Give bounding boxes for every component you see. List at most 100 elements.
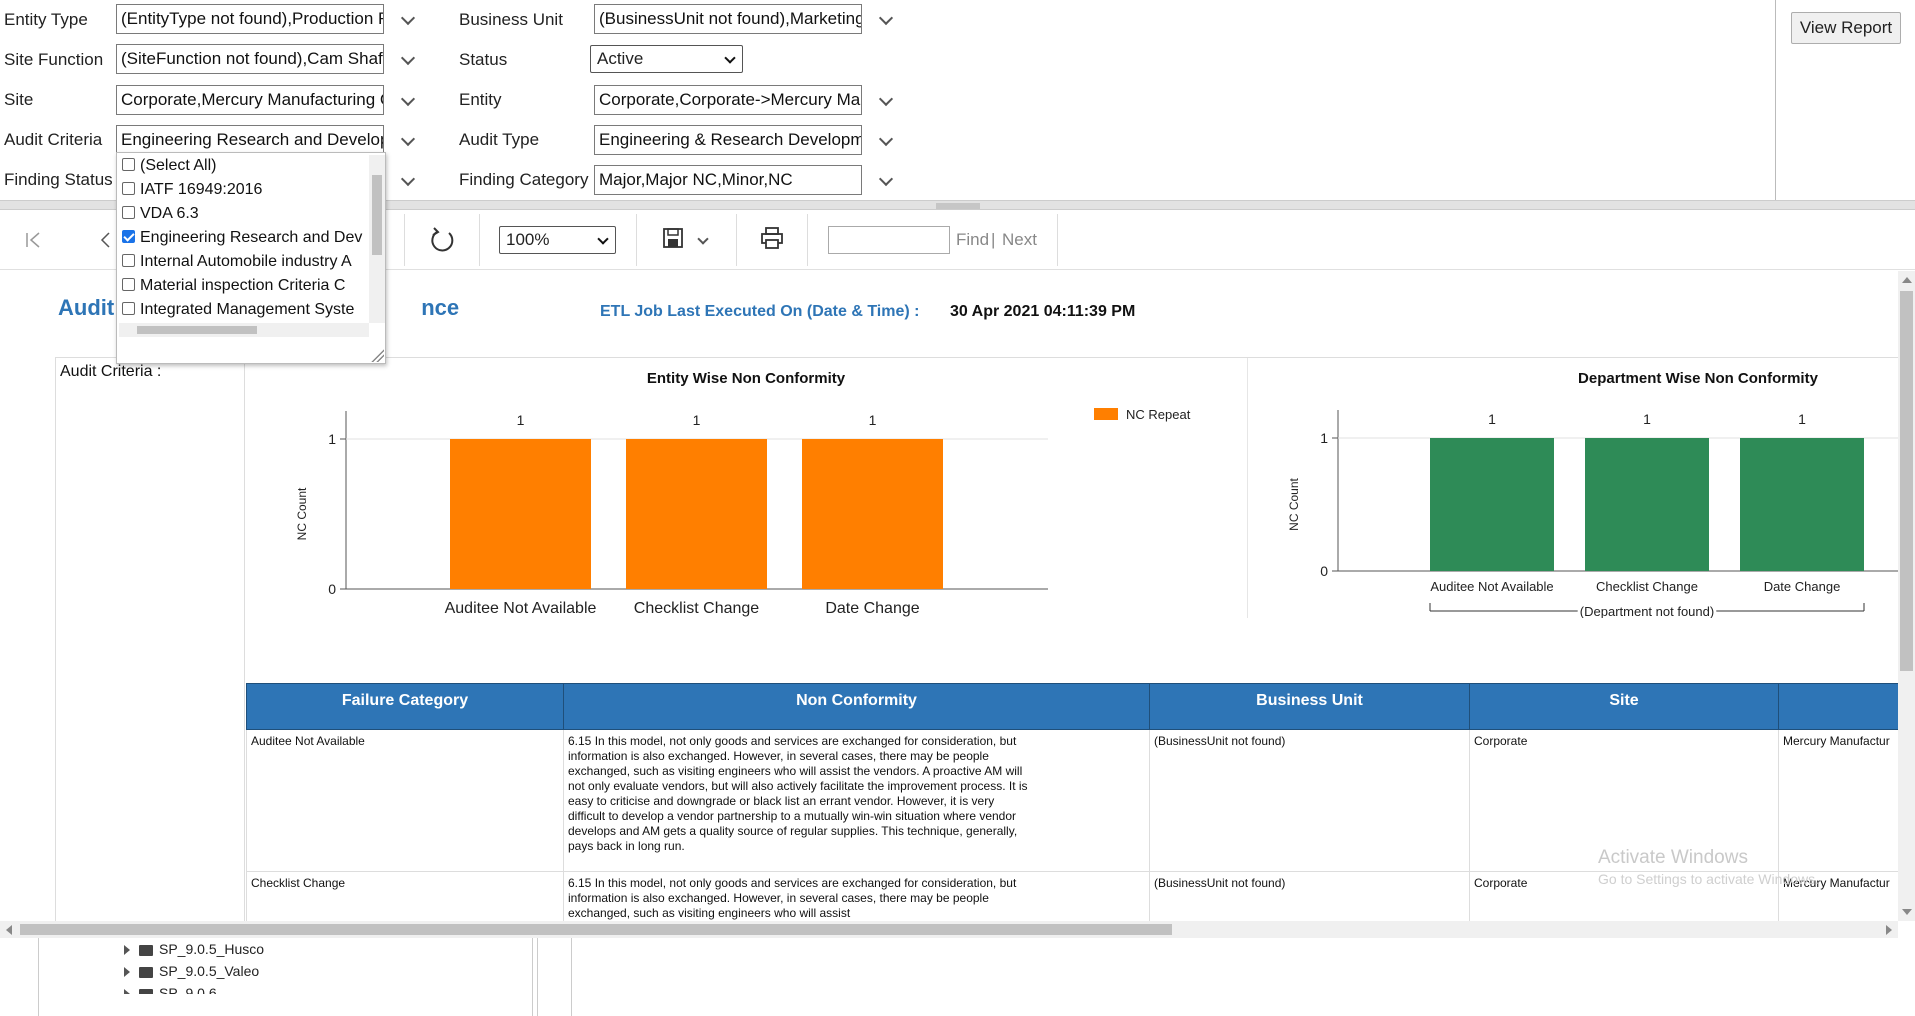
y-tick-label: 1 (1320, 430, 1328, 446)
zoom-select[interactable]: 100% (499, 226, 616, 254)
chevron-down-icon[interactable] (400, 10, 416, 26)
refresh-icon[interactable] (429, 226, 457, 254)
audit-criteria-input[interactable]: Engineering Research and Developr (116, 125, 384, 155)
data-label: 1 (1488, 411, 1496, 427)
tree-border (537, 938, 538, 1016)
failure-category-cell: Checklist Change (246, 871, 564, 921)
scroll-down-icon[interactable] (1902, 909, 1912, 915)
report-title-right: nce (421, 295, 460, 320)
x-tick-label: Date Change (825, 600, 919, 617)
save-icon[interactable] (662, 227, 684, 249)
tree-item[interactable]: SP_9.0.6 (124, 985, 217, 994)
scroll-thumb[interactable] (20, 924, 1172, 935)
entity-type-input[interactable]: (EntityType not found),Production F (116, 4, 384, 34)
dropdown-option[interactable]: Internal Automobile industry A (122, 251, 352, 273)
toolbar-separator (736, 214, 737, 266)
status-select[interactable]: Active (590, 45, 743, 73)
checkbox[interactable] (122, 158, 135, 171)
audit-criteria-dropdown[interactable]: (Select All) IATF 16949:2016 VDA 6.3 Eng… (116, 152, 386, 364)
dropdown-horizontal-scrollbar[interactable] (119, 323, 369, 337)
y-axis-label: NC Count (295, 487, 309, 540)
dropdown-option[interactable]: IATF 16949:2016 (122, 179, 262, 201)
option-label: VDA 6.3 (140, 205, 199, 222)
checkbox[interactable] (122, 302, 135, 315)
site-input[interactable]: Corporate,Mercury Manufacturing C (116, 85, 384, 115)
tree-item[interactable]: SP_9.0.5_Valeo (124, 963, 259, 979)
toolbar-separator (404, 214, 405, 266)
scroll-up-icon[interactable] (1902, 277, 1912, 283)
legend-label: NC Repeat (1126, 407, 1191, 422)
next-link[interactable]: Next (1002, 230, 1037, 249)
toolbar-separator (807, 214, 808, 266)
dropdown-option[interactable]: VDA 6.3 (122, 203, 199, 225)
chevron-down-icon[interactable] (878, 91, 894, 107)
site-function-label: Site Function (4, 50, 104, 69)
print-icon[interactable] (760, 226, 784, 250)
toolbar-separator (636, 214, 637, 266)
chevron-down-icon[interactable] (878, 171, 894, 187)
tree-item[interactable]: SP_9.0.5_Husco (124, 941, 264, 957)
chevron-down-icon[interactable] (400, 171, 416, 187)
checkbox[interactable] (122, 182, 135, 195)
status-value: Active (597, 49, 644, 68)
scroll-thumb[interactable] (137, 326, 257, 334)
scroll-thumb[interactable] (372, 175, 382, 255)
site-function-input[interactable]: (SiteFunction not found),Cam Shaft (116, 44, 384, 74)
chevron-down-icon[interactable] (400, 91, 416, 107)
chevron-down-icon[interactable] (697, 233, 709, 245)
report-vertical-scrollbar[interactable] (1898, 271, 1915, 921)
splitter-bar[interactable] (0, 200, 1915, 210)
find-link[interactable]: Find (956, 230, 990, 249)
scroll-thumb[interactable] (1900, 291, 1913, 671)
find-separator: | (991, 230, 996, 249)
expand-arrow-icon[interactable] (124, 945, 130, 956)
data-label: 1 (517, 412, 525, 428)
entity-input[interactable]: Corporate,Corporate->Mercury Ma (594, 85, 862, 115)
audit-criteria-label: Audit Criteria (4, 130, 103, 149)
checkbox-checked[interactable] (122, 230, 135, 243)
dropdown-option[interactable]: Material inspection Criteria C (122, 275, 345, 297)
bar (802, 439, 943, 589)
column-header: Non Conformity (563, 683, 1150, 730)
scroll-left-icon[interactable] (6, 925, 12, 935)
legend-swatch (1094, 408, 1118, 420)
finding-category-input[interactable]: Major,Major NC,Minor,NC (594, 165, 862, 195)
etl-value: 30 Apr 2021 04:11:39 PM (950, 303, 1136, 320)
expand-arrow-icon[interactable] (124, 989, 130, 994)
dropdown-option[interactable]: Engineering Research and Dev (122, 227, 362, 249)
site-label: Site (4, 90, 34, 109)
bar (1430, 438, 1554, 571)
option-label: IATF 16949:2016 (140, 181, 263, 198)
checkbox[interactable] (122, 278, 135, 291)
splitter-grip[interactable] (936, 203, 980, 209)
x-tick-label: Date Change (1764, 579, 1841, 594)
scroll-right-icon[interactable] (1886, 925, 1892, 935)
find-input[interactable] (828, 226, 950, 254)
checkbox[interactable] (122, 254, 135, 267)
previous-page-icon[interactable] (98, 230, 112, 250)
first-page-icon[interactable] (24, 230, 44, 250)
audit-type-input[interactable]: Engineering & Research Developme (594, 125, 862, 155)
dropdown-option[interactable]: (Select All) (122, 155, 216, 177)
dropdown-option[interactable]: Integrated Management Syste (122, 299, 354, 321)
chevron-down-icon[interactable] (878, 131, 894, 147)
expand-arrow-icon[interactable] (124, 967, 130, 978)
resize-grip-icon[interactable] (370, 348, 384, 362)
y-tick-label: 1 (328, 431, 336, 447)
view-report-button[interactable]: View Report (1791, 12, 1901, 44)
checkbox[interactable] (122, 206, 135, 219)
finding-category-label: Finding Category (459, 170, 589, 189)
zoom-value: 100% (506, 230, 550, 249)
chevron-down-icon[interactable] (878, 10, 894, 26)
site-cell: Corporate (1469, 729, 1779, 872)
entity-cell: Mercury Manufactur (1778, 729, 1898, 872)
chevron-down-icon[interactable] (400, 131, 416, 147)
report-horizontal-scrollbar[interactable] (0, 921, 1898, 938)
option-label: Engineering Research and Dev (140, 229, 363, 246)
group-label: (Department not found) (1580, 604, 1714, 618)
x-tick-label: Auditee Not Available (1430, 579, 1553, 594)
chevron-down-icon[interactable] (400, 50, 416, 66)
nc-table: Failure Category Non Conformity Business… (246, 683, 1898, 921)
dropdown-vertical-scrollbar[interactable] (369, 155, 385, 323)
business-unit-input[interactable]: (BusinessUnit not found),Marketing (594, 4, 862, 34)
